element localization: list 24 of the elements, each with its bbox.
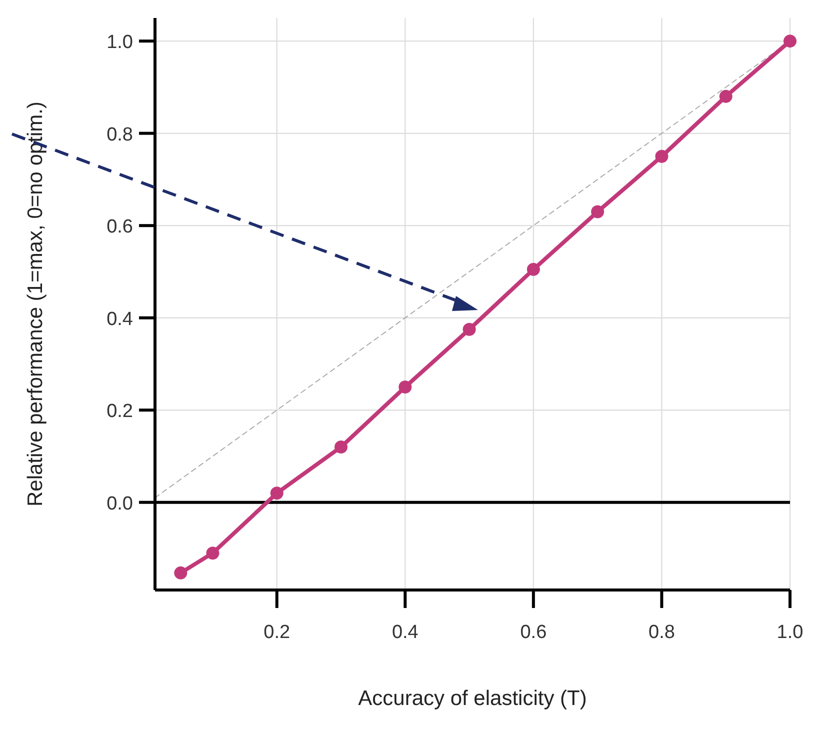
y-tick-label: 0.8 xyxy=(106,124,133,146)
point xyxy=(719,90,732,103)
point xyxy=(526,262,540,276)
x-tick-label: 0.6 xyxy=(520,622,547,643)
point xyxy=(591,205,604,218)
y-tick-label: 0.2 xyxy=(106,401,133,422)
x-tick-label: 0.2 xyxy=(264,622,290,643)
point xyxy=(462,322,476,336)
y-tick-label: 0.0 xyxy=(106,493,133,514)
x-tick-label: 0.4 xyxy=(392,622,419,643)
point xyxy=(206,546,220,560)
x-tick-label: 0.8 xyxy=(648,622,675,643)
point xyxy=(174,566,188,580)
y-tick-label: 1.0 xyxy=(106,32,133,54)
x-tick-label: 1.0 xyxy=(776,622,804,643)
y-tick-label: 0.6 xyxy=(106,216,133,238)
x-axis-title: Accuracy of elasticity (T) xyxy=(358,687,587,710)
point xyxy=(334,440,348,454)
y-tick-label: 0.4 xyxy=(106,308,134,330)
point xyxy=(270,486,284,500)
point xyxy=(655,150,668,163)
point xyxy=(784,34,796,48)
y-axis-title: Relative performance (1=max, 0=no optim.) xyxy=(24,101,47,507)
point xyxy=(398,380,412,394)
